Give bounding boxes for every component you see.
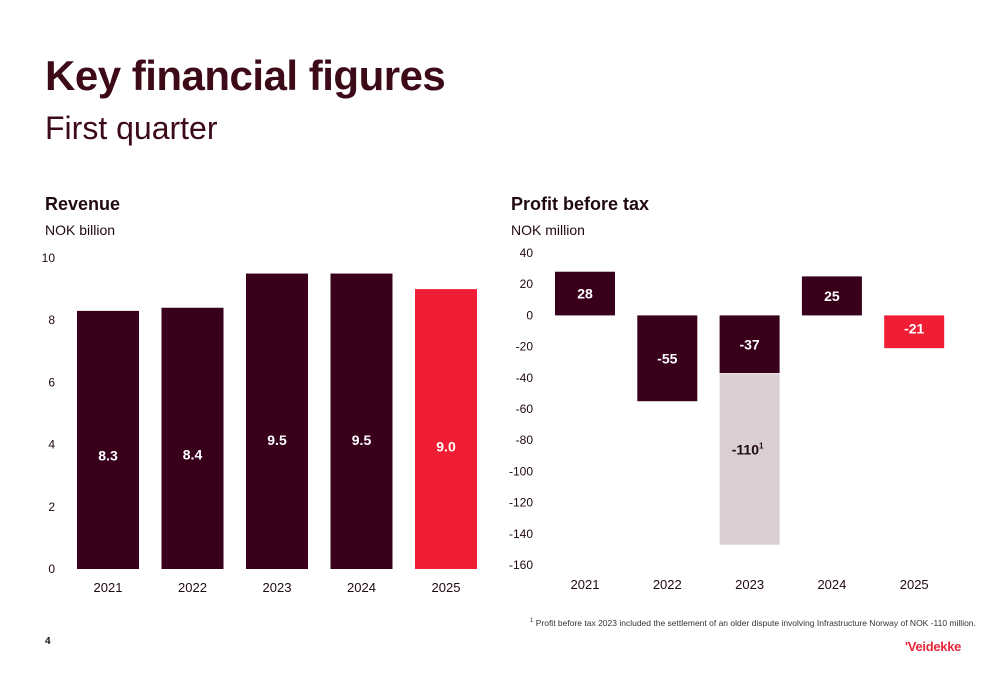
- profit-adjusted-bar: [719, 374, 780, 545]
- page-subtitle: First quarter: [45, 110, 218, 146]
- profit-y-tick-label: -20: [516, 340, 534, 354]
- revenue-bar: [161, 307, 224, 569]
- profit-data-label: -37: [739, 336, 759, 352]
- revenue-chart-title: Revenue: [45, 194, 121, 214]
- profit-x-tick-label: 2022: [653, 577, 682, 592]
- profit-y-tick-label: -160: [509, 558, 533, 572]
- profit-x-tick-label: 2024: [817, 577, 846, 592]
- profit-data-label: -55: [657, 350, 677, 366]
- revenue-y-tick-label: 6: [48, 375, 55, 389]
- revenue-data-label: 8.4: [183, 446, 203, 462]
- revenue-bar: [246, 273, 308, 569]
- profit-x-tick-label: 2025: [900, 577, 929, 592]
- profit-x-tick-label: 2023: [735, 577, 764, 592]
- page-title: Key financial figures: [45, 52, 446, 99]
- revenue-data-label: 9.0: [436, 438, 456, 454]
- profit-chart-title: Profit before tax: [511, 194, 650, 214]
- footnote: 1 Profit before tax 2023 included the se…: [530, 618, 976, 628]
- profit-chart-unit: NOK million: [511, 222, 585, 238]
- veidekke-logo: 'Veidekke: [905, 639, 962, 654]
- revenue-bar: [415, 289, 477, 569]
- profit-adjusted-data-label: -1101: [732, 441, 764, 457]
- revenue-y-tick-label: 2: [48, 500, 55, 514]
- profit-y-tick-label: 20: [520, 277, 534, 291]
- revenue-data-label: 9.5: [267, 432, 287, 448]
- revenue-y-tick-label: 4: [48, 438, 55, 452]
- revenue-y-tick-label: 0: [48, 562, 55, 576]
- revenue-x-tick-label: 2022: [178, 580, 207, 595]
- revenue-y-tick-label: 10: [42, 251, 56, 265]
- page-number: 4: [45, 636, 51, 647]
- revenue-data-label: 9.5: [352, 432, 372, 448]
- revenue-bar: [330, 273, 393, 569]
- profit-y-tick-label: -60: [516, 402, 534, 416]
- profit-data-label: 28: [577, 286, 593, 302]
- profit-bar: [555, 271, 615, 316]
- revenue-chart-unit: NOK billion: [45, 222, 116, 238]
- profit-bar: [801, 276, 862, 316]
- footnote-marker: 1: [530, 618, 534, 625]
- footnote-marker: 1: [759, 441, 764, 450]
- profit-y-tick-label: -80: [516, 433, 534, 447]
- profit-data-label: -21: [904, 320, 924, 336]
- logo-text: Veidekke: [907, 639, 962, 654]
- profit-y-tick-label: -100: [509, 464, 533, 478]
- footnote-text: Profit before tax 2023 included the sett…: [535, 618, 976, 628]
- profit-data-label: 25: [824, 288, 840, 304]
- profit-y-tick-label: -140: [509, 527, 533, 541]
- profit-bar: [719, 315, 780, 374]
- revenue-bar: [77, 310, 139, 569]
- profit-y-tick-label: 0: [526, 308, 533, 322]
- profit-bar: [637, 315, 698, 402]
- revenue-y-tick-label: 8: [48, 313, 55, 327]
- profit-y-tick-label: -120: [509, 496, 533, 510]
- profit-bar: [884, 315, 945, 349]
- revenue-x-tick-label: 2025: [432, 580, 461, 595]
- revenue-x-tick-label: 2021: [94, 580, 123, 595]
- revenue-x-tick-label: 2023: [263, 580, 292, 595]
- revenue-x-tick-label: 2024: [347, 580, 376, 595]
- revenue-data-label: 8.3: [98, 448, 118, 464]
- profit-y-tick-label: 40: [520, 246, 534, 260]
- profit-y-tick-label: -40: [516, 371, 534, 385]
- profit-x-tick-label: 2021: [571, 577, 600, 592]
